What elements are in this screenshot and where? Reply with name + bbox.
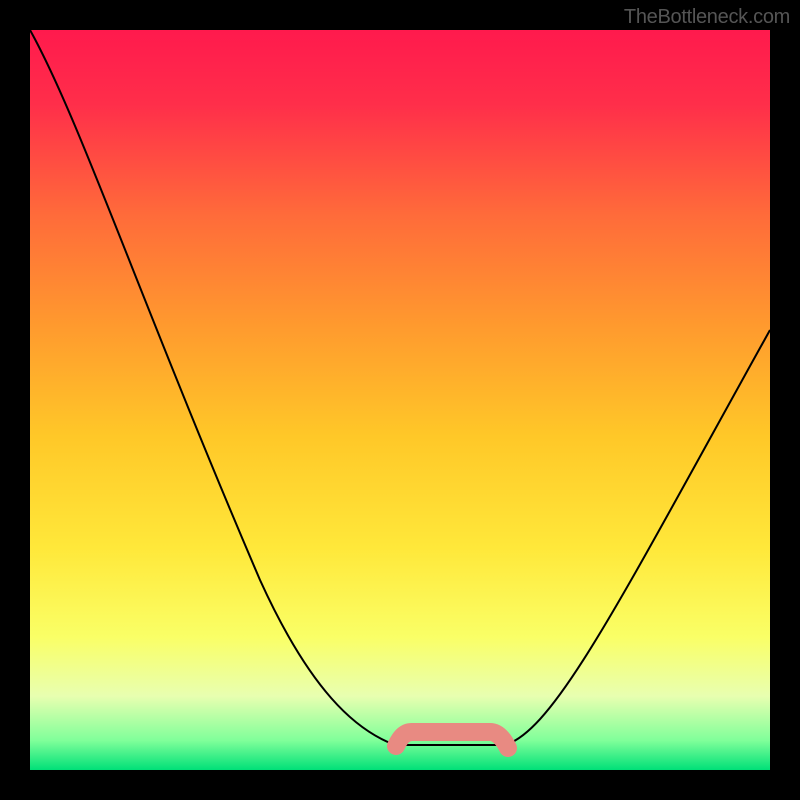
chart-container: TheBottleneck.com: [0, 0, 800, 800]
chart-plot-area: [30, 30, 770, 770]
watermark-text: TheBottleneck.com: [624, 6, 790, 29]
bottleneck-chart: [0, 0, 800, 800]
